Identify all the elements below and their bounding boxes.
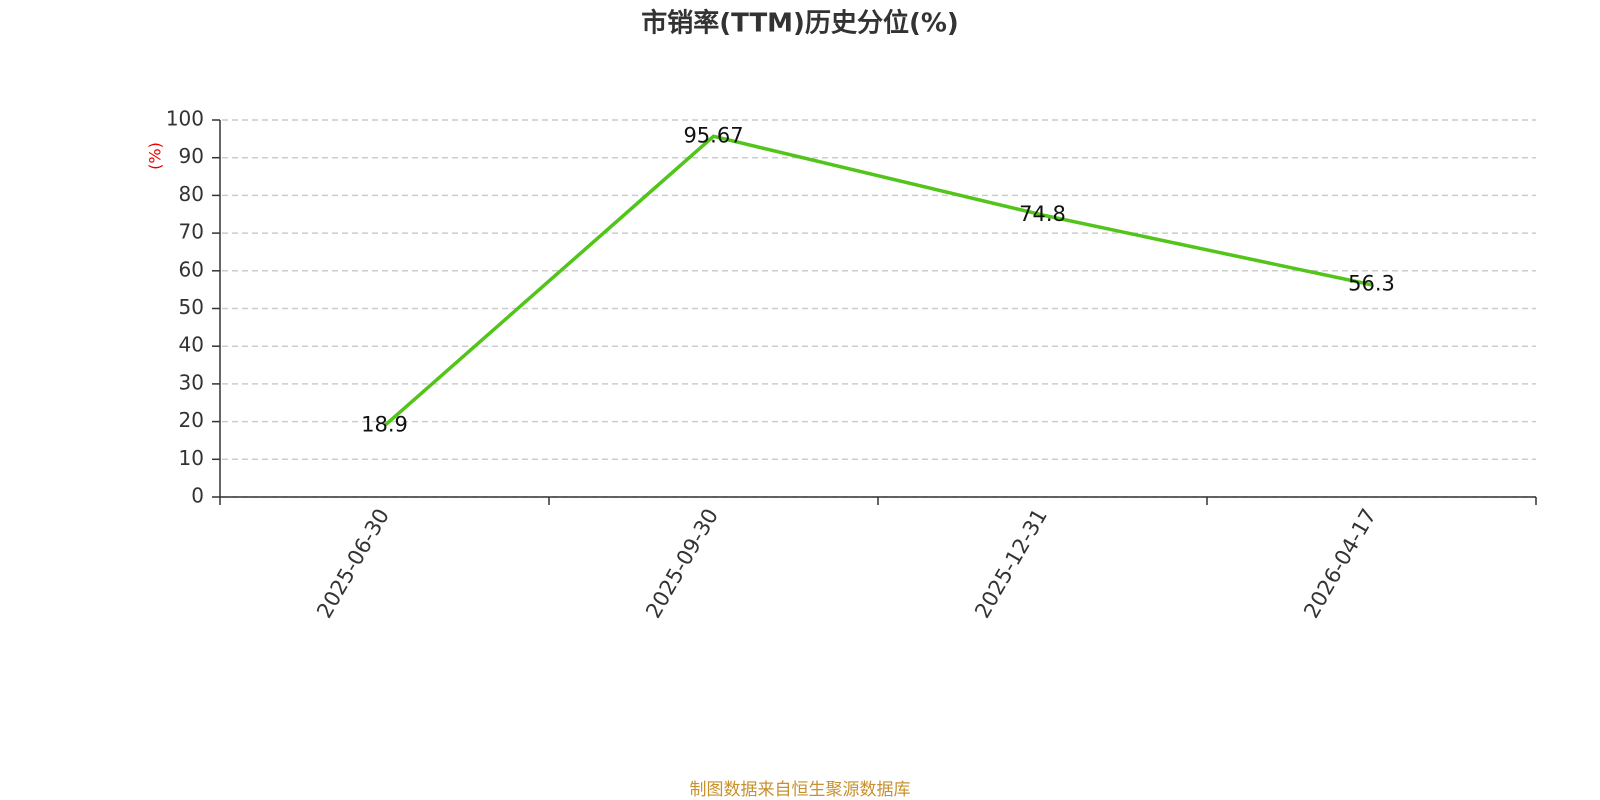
data-label: 74.8 — [1019, 202, 1066, 226]
y-tick-label: 100 — [166, 107, 204, 131]
line — [383, 134, 1372, 428]
y-tick-label: 40 — [179, 333, 204, 357]
y-tick-label: 60 — [179, 257, 204, 281]
x-tick-label: 2025-12-31 — [970, 505, 1052, 623]
data-label: 56.3 — [1348, 272, 1395, 296]
y-tick-label: 30 — [179, 370, 204, 394]
chart-title: 市销率(TTM)历史分位(%) — [641, 8, 959, 39]
y-tick-label: 70 — [179, 220, 204, 244]
y-tick-label: 90 — [179, 144, 204, 168]
source-note: 制图数据来自恒生聚源数据库 — [690, 780, 911, 800]
y-tick-label: 20 — [179, 408, 204, 432]
x-tick-label: 2025-06-30 — [312, 505, 394, 623]
data-label: 95.67 — [683, 123, 743, 147]
y-tick-label: 80 — [179, 182, 204, 206]
y-axis-label: (%) — [146, 142, 165, 170]
y-tick-label: 50 — [179, 295, 204, 319]
x-tick-label: 2025-09-30 — [641, 505, 723, 623]
y-tick-label: 0 — [191, 484, 204, 508]
data-label: 18.9 — [361, 413, 408, 437]
x-tick-label: 2026-04-17 — [1299, 505, 1381, 623]
y-tick-label: 10 — [179, 446, 204, 470]
